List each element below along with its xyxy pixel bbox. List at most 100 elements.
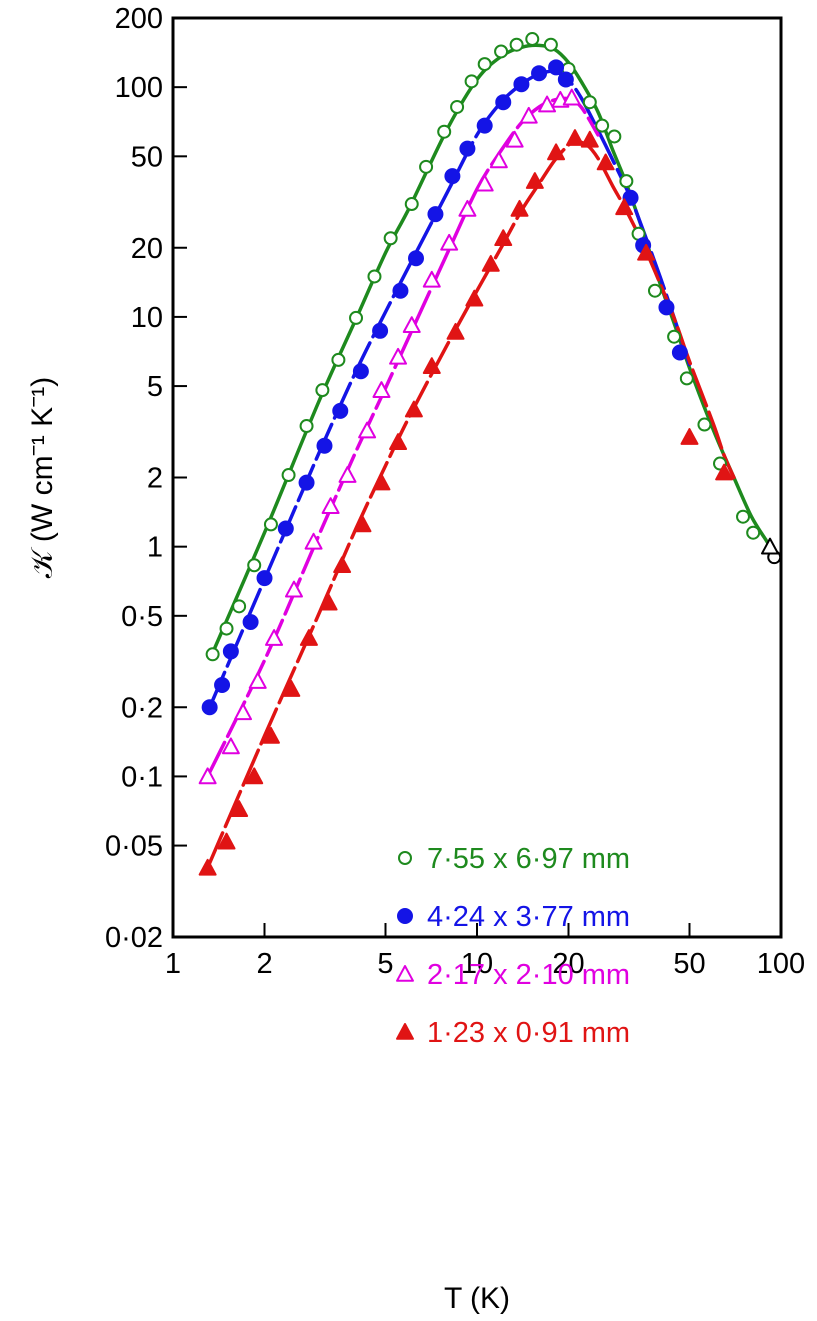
axis-ticks: 1 2 5 10 20 50 100 0·02 0·05 0·1 0·2 0·5 1 2 5 10 20 50 10… bbox=[105, 3, 805, 980]
series-4-point bbox=[715, 463, 734, 481]
series-4-point bbox=[299, 629, 318, 646]
series-3-point bbox=[198, 767, 217, 785]
series-4-point bbox=[565, 129, 584, 146]
legend-label-1: 7·55 x 6·97 mm bbox=[427, 843, 630, 875]
series-1-point bbox=[232, 599, 247, 614]
series-4-point bbox=[261, 726, 280, 744]
series-2-point bbox=[222, 643, 239, 660]
series-2-point bbox=[548, 59, 565, 76]
series-1-point bbox=[697, 417, 712, 432]
series-4-point bbox=[282, 680, 301, 697]
series-4-point bbox=[404, 400, 423, 418]
series-2-point bbox=[242, 613, 259, 630]
series-4-point bbox=[372, 473, 391, 491]
series-1-point bbox=[477, 57, 492, 72]
series-1-point bbox=[404, 197, 419, 212]
series-1-point bbox=[219, 621, 234, 636]
legend: 7·55 x 6·97 mm 4·24 x 3·77 mm 2·17 x 2·10 … bbox=[396, 843, 630, 1049]
legend-marker-3 bbox=[396, 965, 414, 982]
series-1-curve bbox=[208, 43, 776, 660]
series-2-point bbox=[444, 168, 461, 185]
series-1-point bbox=[299, 419, 314, 434]
series-2-point bbox=[476, 117, 493, 134]
series-2-point bbox=[256, 570, 273, 587]
series-1-point bbox=[595, 118, 610, 133]
series-4-point bbox=[481, 254, 500, 272]
series-2-point bbox=[459, 140, 476, 157]
series-3-point bbox=[372, 381, 391, 398]
y-tick-label: 50 bbox=[131, 141, 163, 173]
series-1-point bbox=[494, 44, 509, 59]
series-1-point bbox=[419, 159, 434, 174]
y-tick-label: 20 bbox=[131, 233, 163, 265]
legend-marker-2 bbox=[397, 908, 413, 924]
series-2-point bbox=[298, 474, 315, 491]
series-3-point bbox=[265, 629, 284, 646]
fit-curves bbox=[205, 43, 776, 870]
series-1-point bbox=[679, 371, 694, 386]
series-1-point bbox=[543, 37, 558, 52]
x-tick-label: 10 bbox=[461, 948, 493, 980]
series-2-point bbox=[427, 206, 444, 223]
series-2-point bbox=[658, 299, 675, 316]
series-3-point bbox=[505, 130, 524, 148]
series-1-point bbox=[383, 231, 398, 246]
series-1-point bbox=[619, 174, 634, 189]
series-3-point bbox=[422, 270, 441, 288]
series-1-point bbox=[437, 124, 452, 139]
y-tick-label: 5 bbox=[147, 371, 163, 403]
series-2-point bbox=[372, 322, 389, 339]
series-1-point bbox=[464, 74, 479, 89]
series-4-curve bbox=[205, 139, 736, 870]
series-4-point bbox=[510, 199, 529, 217]
series-4-point bbox=[637, 243, 656, 261]
series-2-point bbox=[352, 363, 369, 380]
y-tick-label: 0·1 bbox=[121, 761, 163, 793]
series-3-point bbox=[489, 151, 508, 169]
y-tick-label: 0·2 bbox=[121, 692, 163, 724]
y-tick-label: 0·02 bbox=[105, 922, 163, 954]
series-3-point bbox=[440, 233, 459, 251]
series-3-point bbox=[304, 532, 323, 550]
series-1-point bbox=[746, 525, 761, 540]
series-4-point bbox=[494, 229, 513, 247]
series-4-point bbox=[525, 172, 544, 189]
series-3-point bbox=[338, 466, 357, 483]
legend-label-3: 2·17 x 2·10 mm bbox=[427, 959, 630, 991]
y-tick-label: 100 bbox=[115, 72, 163, 104]
series-3-point bbox=[284, 580, 303, 598]
series-1-point bbox=[736, 509, 751, 524]
series-2-point bbox=[513, 76, 530, 93]
y-tick-label: 2 bbox=[147, 463, 163, 495]
y-axis-title: 𝒦 (W cm⁻¹ K⁻¹) bbox=[26, 377, 59, 579]
x-axis-title: T (K) bbox=[444, 1282, 510, 1315]
series-3-point bbox=[248, 672, 267, 689]
series-1-point bbox=[367, 269, 382, 284]
series-2-point bbox=[214, 676, 231, 693]
x-tick-label: 20 bbox=[552, 948, 584, 980]
legend-marker-1 bbox=[398, 851, 412, 865]
series-4-point bbox=[580, 130, 599, 148]
series-2-point bbox=[277, 520, 294, 537]
series-1-point bbox=[247, 558, 262, 573]
series-1-point bbox=[509, 37, 524, 52]
series-1-point bbox=[281, 468, 296, 483]
series-3-point bbox=[234, 703, 253, 721]
data-points bbox=[198, 32, 782, 876]
series-1-point bbox=[331, 352, 346, 367]
series-1-point bbox=[450, 99, 465, 114]
series-4-point bbox=[615, 198, 634, 216]
series-2-point bbox=[531, 65, 548, 82]
series-3-point bbox=[358, 421, 377, 439]
series-3-point bbox=[389, 347, 408, 365]
x-tick-label: 100 bbox=[757, 948, 805, 980]
series-3-curve bbox=[205, 96, 600, 779]
plot-frame bbox=[171, 16, 783, 939]
series-3-point bbox=[475, 174, 494, 192]
series-3-point bbox=[402, 316, 421, 334]
series-2-point bbox=[332, 402, 349, 419]
series-4-point bbox=[389, 433, 408, 450]
series-2-point bbox=[671, 344, 688, 361]
series-3-point bbox=[321, 497, 340, 515]
